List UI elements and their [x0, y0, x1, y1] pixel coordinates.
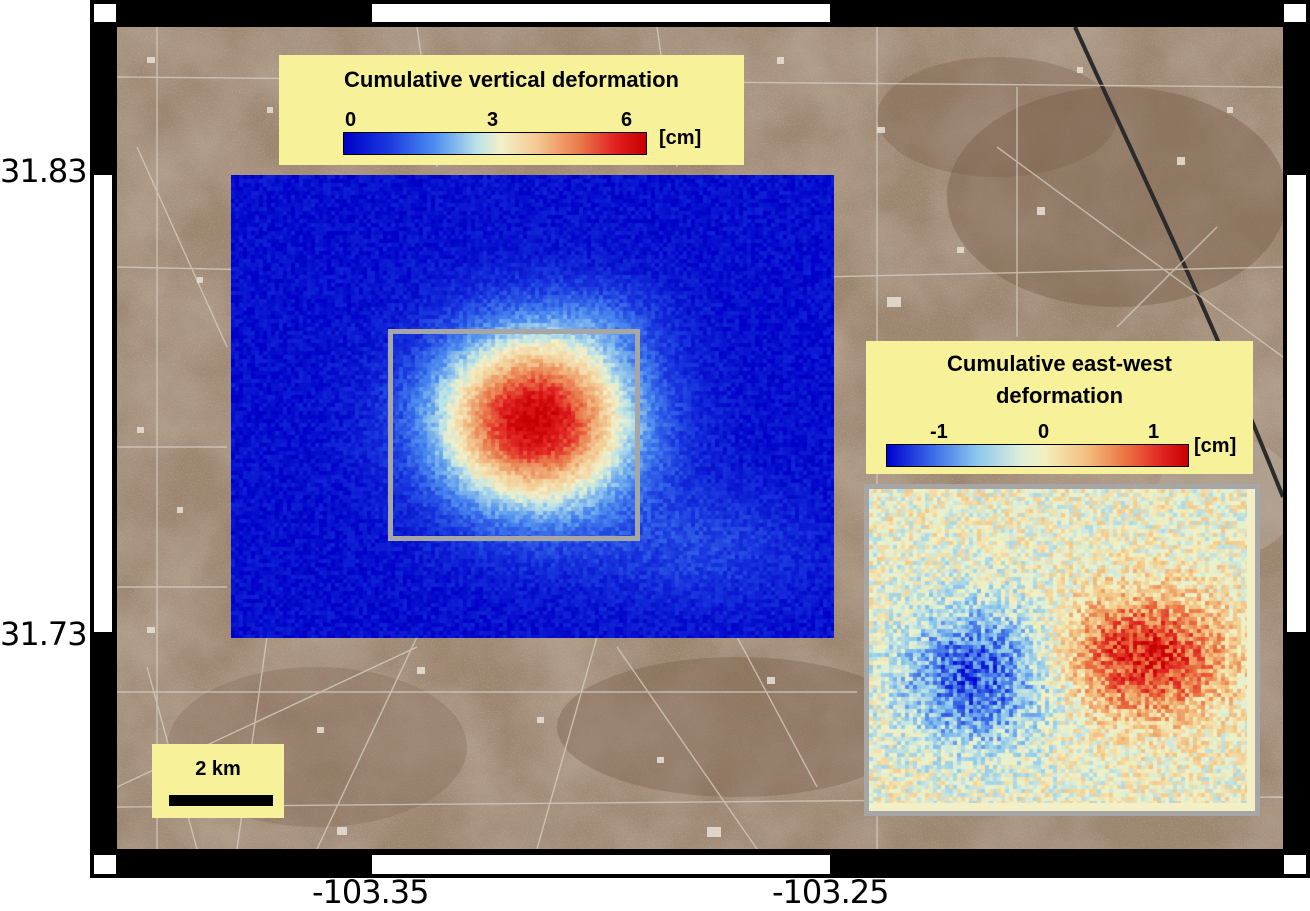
well-pads — [137, 57, 1233, 837]
east-west-inset — [864, 484, 1260, 816]
colorbar-east-west — [886, 444, 1189, 467]
east-west-deformation-legend: Cumulative east-west deformation -1 0 1 … — [866, 341, 1253, 474]
legend-title-line1: Cumulative east-west — [947, 351, 1172, 376]
frame-segment-bottom — [94, 855, 116, 874]
frame-segment-top — [372, 4, 830, 22]
terrain-patch — [947, 87, 1283, 307]
frame-segment-top — [1284, 4, 1306, 22]
terrain-patch — [877, 57, 1117, 177]
x-tick-label: -103.25 — [772, 873, 890, 911]
colorbar-tick: 0 — [345, 109, 357, 131]
scale-bar-label: 2 km — [195, 758, 241, 780]
x-tick-label: -103.35 — [312, 873, 430, 911]
east-west-deformation-canvas — [869, 489, 1247, 803]
legend-title: Cumulative vertical deformation — [344, 67, 679, 92]
scale-bar-line — [169, 795, 273, 806]
vertical-deformation-legend: Cumulative vertical deformation 0 3 6 [c… — [279, 55, 744, 165]
frame-segment-bottom — [372, 855, 830, 874]
frame-segment-left — [94, 175, 112, 632]
frame-segment-top — [94, 4, 116, 22]
vertical-deformation-canvas — [231, 175, 834, 638]
zoom-box — [388, 329, 640, 541]
legend-title-line2: deformation — [995, 383, 1124, 408]
y-tick-label: 31.83 — [0, 152, 88, 190]
colorbar-tick: 0 — [1038, 421, 1050, 443]
colorbar-tick: 6 — [621, 109, 633, 131]
frame-segment-bottom — [1284, 855, 1306, 874]
terrain-patch — [557, 657, 917, 797]
colorbar-tick: 3 — [487, 109, 499, 131]
y-tick-label: 31.73 — [0, 615, 88, 653]
colorbar-tick: -1 — [930, 421, 948, 443]
colorbar-unit: [cm] — [659, 127, 702, 149]
colorbar-tick: 1 — [1148, 421, 1160, 443]
frame-segment-right — [1287, 175, 1306, 632]
vertical-deformation-raster — [231, 175, 834, 638]
colorbar-vertical — [343, 132, 647, 155]
scale-bar: 2 km — [152, 744, 284, 818]
colorbar-unit: [cm] — [1194, 435, 1237, 457]
